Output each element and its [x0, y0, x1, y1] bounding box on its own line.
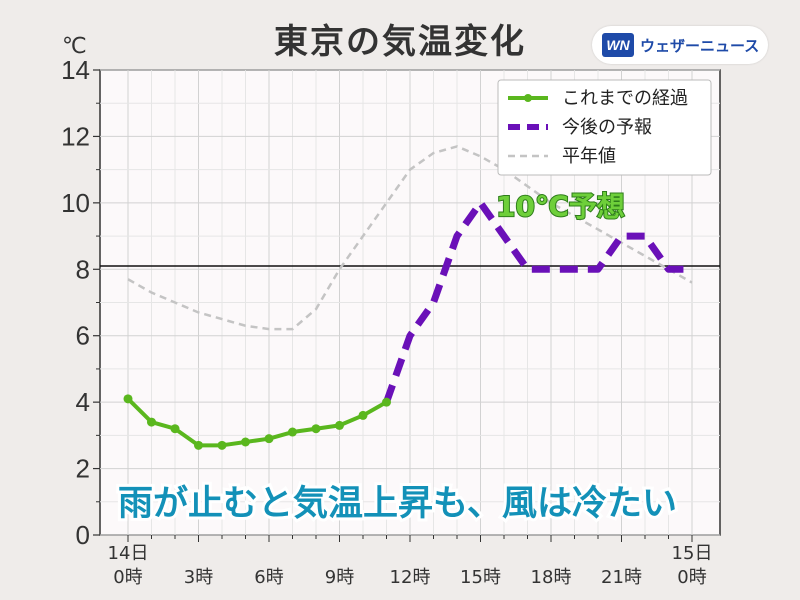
y-tick-label: 14: [61, 55, 90, 85]
legend-box: [497, 79, 712, 176]
data-point-observed: [147, 417, 156, 427]
weathernews-logo-icon: WN: [602, 33, 634, 57]
y-tick-label: 2: [76, 454, 90, 484]
data-point-observed: [241, 437, 250, 447]
peak-annotation: 10℃予想: [496, 190, 625, 223]
y-tick-label: 8: [76, 254, 90, 284]
x-tick-label: 9時: [325, 567, 354, 588]
data-point-observed: [288, 427, 297, 437]
data-point-observed: [382, 397, 391, 407]
data-point-observed: [170, 424, 180, 434]
weathernews-logo: WN ウェザーニュース: [592, 26, 768, 64]
data-point-observed: [311, 424, 321, 434]
y-tick-label: 10: [61, 188, 90, 218]
y-axis-unit: ℃: [62, 34, 87, 59]
weathernews-logo-text: ウェザーニュース: [640, 37, 760, 55]
data-point-observed: [123, 394, 133, 404]
y-tick-label: 0: [76, 520, 90, 550]
x-tick-label: 21時: [601, 567, 642, 588]
y-axis-ticks: 0 2 4 6 8 10 12 14: [61, 55, 100, 550]
legend: これまでの経過 今後の予報 平年値: [497, 79, 712, 176]
x-tick-label: 0時: [677, 567, 706, 588]
x-tick-label: 14日: [108, 543, 149, 564]
legend-label-normal: 平年値: [562, 146, 616, 167]
data-series: [123, 145, 693, 450]
headline-annotation: 雨が止むと気温上昇も、風は冷たい: [118, 484, 677, 524]
x-tick-label: 0時: [113, 567, 142, 588]
series-line-forecast: [383, 199, 692, 404]
x-tick-label: 18時: [531, 567, 572, 588]
y-tick-label: 12: [61, 121, 90, 151]
x-tick-label: 6時: [254, 567, 283, 588]
x-tick-label: 15日: [672, 543, 713, 564]
y-tick-label: 4: [76, 387, 90, 417]
x-tick-label: 3時: [184, 567, 213, 588]
legend-label-observed: これまでの経過: [562, 88, 688, 109]
y-tick-label: 6: [76, 321, 90, 351]
data-point-observed: [358, 410, 368, 420]
series-line-normal: [127, 145, 693, 331]
data-point-observed: [335, 420, 344, 430]
x-tick-label: 15時: [460, 567, 501, 588]
legend-marker-observed: [524, 94, 532, 102]
data-point-observed: [264, 434, 274, 444]
x-tick-label: 12時: [390, 567, 431, 588]
legend-label-forecast: 今後の予報: [562, 117, 652, 138]
chart-title: 東京の気温変化: [274, 22, 526, 62]
data-point-observed: [194, 440, 203, 450]
x-axis-ticks: 14日 0時 3時 6時 9時 12時 15時 18時 21時 15日 0時: [108, 535, 713, 588]
data-point-observed: [217, 440, 227, 450]
